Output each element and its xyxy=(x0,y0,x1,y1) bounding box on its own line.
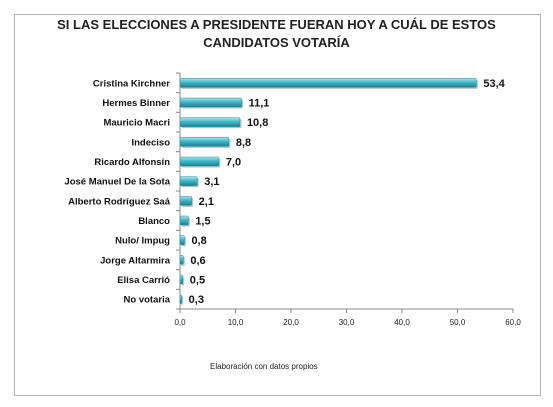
value-label: 1,5 xyxy=(195,216,210,228)
bar xyxy=(179,274,184,285)
bar xyxy=(179,78,477,88)
x-tick-label: 60,0 xyxy=(505,318,521,327)
bar-shadow xyxy=(181,296,184,306)
category-label: Mauricio Macri xyxy=(103,118,170,129)
x-tick-label: 10,0 xyxy=(228,318,244,327)
category-label: Blanco xyxy=(138,216,170,227)
value-label: 0,5 xyxy=(190,275,205,287)
category-label: Hermes Binner xyxy=(102,98,170,109)
value-label: 0,6 xyxy=(190,255,205,267)
source-note: Elaboración con datos propios xyxy=(210,362,318,371)
bar xyxy=(179,294,182,304)
value-label: 10,8 xyxy=(247,117,268,129)
x-tick-label: 0,0 xyxy=(174,318,186,327)
bar xyxy=(179,215,189,226)
category-label: No votaria xyxy=(124,295,171,306)
value-label: 0,3 xyxy=(189,294,204,306)
category-label: Indeciso xyxy=(131,137,170,148)
category-label: Cristina Kirchner xyxy=(93,78,170,89)
category-label: Nulo/ Impug xyxy=(115,236,170,247)
category-label: José Manuel De la Sota xyxy=(64,177,170,188)
bar xyxy=(179,255,184,265)
value-label: 7,0 xyxy=(226,157,241,169)
category-label: Ricardo Alfonsín xyxy=(94,157,170,168)
bar xyxy=(179,137,230,147)
chart-title-line-1: SI LAS ELECCIONES A PRESIDENTE FUERAN HO… xyxy=(57,17,496,32)
x-tick-label: 50,0 xyxy=(450,318,466,327)
bar xyxy=(179,97,242,108)
value-label: 2,1 xyxy=(199,196,214,208)
value-label: 8,8 xyxy=(236,137,251,149)
bar xyxy=(179,235,185,245)
value-label: 11,1 xyxy=(249,98,270,110)
chart-frame xyxy=(14,14,541,396)
category-label: Jorge Altarmira xyxy=(100,255,171,266)
value-label: 0,8 xyxy=(191,235,206,247)
x-tick-label: 30,0 xyxy=(339,318,355,327)
value-label: 3,1 xyxy=(204,176,219,188)
bar xyxy=(179,176,198,186)
value-label: 53,4 xyxy=(483,78,505,90)
bar xyxy=(179,117,241,127)
chart-title-line-2: CANDIDATOS VOTARÍA xyxy=(203,35,350,50)
category-label: Elisa Carrió xyxy=(117,275,170,286)
chart-title: SI LAS ELECCIONES A PRESIDENTE FUERAN HO… xyxy=(0,16,553,52)
x-tick-label: 40,0 xyxy=(394,318,410,327)
bar xyxy=(179,156,220,167)
category-label: Alberto Rodríguez Saá xyxy=(68,196,171,207)
x-tick-label: 20,0 xyxy=(283,318,299,327)
bar xyxy=(179,196,192,206)
